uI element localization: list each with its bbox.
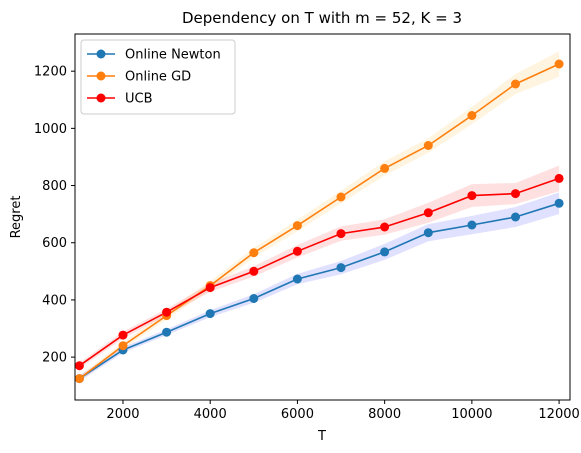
online-newton-point bbox=[292, 274, 302, 284]
online-newton-point bbox=[162, 327, 172, 337]
ucb-point bbox=[292, 246, 302, 256]
ucb-point bbox=[162, 307, 172, 317]
ucb-legend-marker bbox=[96, 93, 106, 103]
online-newton-line bbox=[78, 202, 560, 380]
online-gd-point bbox=[249, 248, 259, 258]
ucb-line bbox=[78, 177, 560, 367]
ucb-point bbox=[467, 191, 477, 201]
online-gd-band bbox=[79, 51, 560, 382]
online-gd-legend-label: Online GD bbox=[125, 70, 191, 85]
online-gd-point bbox=[467, 111, 477, 120]
online-gd-point bbox=[423, 141, 433, 150]
ucb-point bbox=[74, 361, 84, 371]
legend-box bbox=[80, 39, 236, 115]
y-tick-label: 1000 bbox=[34, 122, 67, 137]
online-gd-point bbox=[554, 59, 564, 69]
y-tick-label: 200 bbox=[42, 351, 67, 366]
y-tick-label: 1200 bbox=[34, 65, 67, 80]
series-points bbox=[74, 59, 564, 384]
online-gd-point bbox=[380, 163, 390, 173]
online-newton-point bbox=[554, 198, 564, 208]
ucb-point bbox=[336, 229, 346, 239]
ucb-point bbox=[249, 266, 259, 276]
legend: Online Newton Online GD UCB bbox=[80, 39, 236, 115]
online-gd-point bbox=[118, 341, 128, 351]
online-newton-point bbox=[423, 228, 433, 238]
online-gd-legend-marker bbox=[96, 71, 106, 81]
x-tick-label: 4000 bbox=[194, 407, 227, 422]
x-axis-ticks: 2000 4000 6000 8000 10000 12000 bbox=[106, 400, 580, 422]
x-tick-label: 12000 bbox=[538, 407, 579, 422]
online-gd-point bbox=[336, 192, 346, 202]
y-axis-label: Regret bbox=[9, 196, 24, 239]
online-gd-point bbox=[292, 221, 302, 231]
y-tick-label: 800 bbox=[42, 179, 67, 194]
x-tick-label: 6000 bbox=[281, 407, 314, 422]
online-newton-legend-marker bbox=[96, 49, 106, 59]
online-newton-point bbox=[249, 294, 259, 303]
y-tick-label: 400 bbox=[42, 293, 67, 308]
online-newton-point bbox=[205, 309, 215, 319]
ucb-point bbox=[205, 283, 215, 293]
x-axis-label: T bbox=[317, 429, 326, 444]
ucb-point bbox=[511, 189, 520, 199]
y-axis-ticks: 200 400 600 800 1000 1200 bbox=[34, 65, 75, 366]
chart-title: Dependency on T with m = 52, K = 3 bbox=[182, 9, 462, 27]
confidence-bands bbox=[79, 51, 560, 382]
ucb-legend-label: UCB bbox=[125, 92, 153, 107]
ucb-band bbox=[79, 165, 560, 369]
ucb-point bbox=[423, 208, 433, 218]
ucb-point bbox=[380, 222, 390, 232]
x-tick-label: 8000 bbox=[368, 407, 401, 422]
online-newton-point bbox=[467, 220, 477, 230]
series-lines bbox=[78, 63, 560, 380]
online-newton-band bbox=[79, 192, 560, 382]
ucb-point bbox=[554, 173, 564, 183]
online-newton-point bbox=[336, 263, 346, 273]
online-newton-point bbox=[380, 247, 390, 257]
x-tick-label: 10000 bbox=[451, 407, 492, 422]
online-gd-line bbox=[78, 63, 560, 380]
plot-frame bbox=[74, 33, 571, 401]
x-tick-label: 2000 bbox=[106, 407, 139, 422]
y-tick-label: 600 bbox=[42, 236, 67, 251]
online-newton-legend-label: Online Newton bbox=[125, 48, 221, 63]
online-gd-point bbox=[74, 374, 84, 384]
online-newton-point bbox=[511, 212, 520, 222]
ucb-point bbox=[118, 330, 128, 340]
online-gd-point bbox=[511, 79, 520, 89]
